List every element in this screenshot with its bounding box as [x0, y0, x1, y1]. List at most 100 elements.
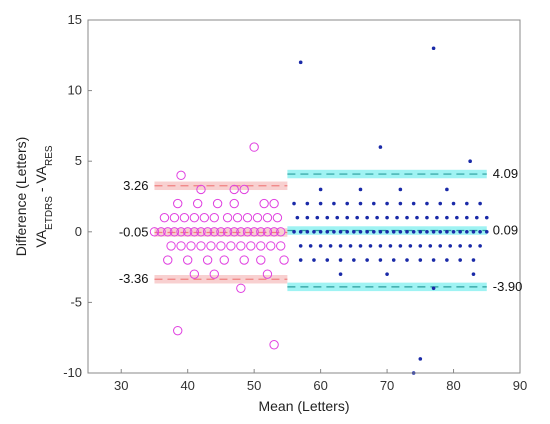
data-point-1-37: [365, 215, 369, 220]
data-point-1-67: [468, 244, 472, 248]
data-point-0-58: [196, 184, 206, 195]
data-point-0-35: [196, 241, 206, 251]
data-point-1-110: [418, 357, 423, 361]
data-point-0-36: [206, 241, 216, 251]
data-point-1-41: [405, 215, 409, 220]
data-point-0-13: [236, 227, 246, 237]
data-point-0-23: [189, 212, 200, 223]
data-point-1-25: [458, 230, 462, 234]
data-point-1-31: [305, 215, 310, 220]
data-point-1-4: [318, 230, 323, 234]
data-point-1-79: [425, 201, 429, 206]
data-point-0-55: [256, 255, 266, 265]
data-point-1-64: [438, 244, 443, 248]
x-tick-label-6: 90: [513, 378, 527, 393]
data-point-1-9: [352, 230, 356, 234]
data-point-1-47: [465, 215, 469, 220]
band-label-2: -3.36: [119, 271, 149, 286]
data-point-1-54: [338, 244, 343, 248]
data-point-0-59: [229, 184, 239, 195]
data-point-0-43: [276, 241, 286, 251]
data-point-1-71: [318, 201, 323, 206]
band-labels: 3.26 -0.05 -3.36 4.09 0.09 -3.90: [119, 166, 523, 294]
data-point-1-90: [378, 258, 383, 262]
data-point-0-27: [232, 212, 243, 223]
data-point-1-6: [332, 230, 336, 234]
data-point-0-16: [256, 227, 266, 237]
data-point-1-91: [391, 258, 396, 262]
data-point-1-68: [478, 244, 482, 248]
data-point-1-26: [465, 230, 469, 234]
data-point-0-29: [252, 212, 263, 223]
data-point-0-0: [149, 227, 160, 237]
band-label-5: -3.90: [493, 279, 523, 294]
band-label-4: 0.09: [493, 223, 518, 238]
y-tick-label-2: 0: [75, 224, 82, 239]
data-point-1-95: [445, 258, 449, 262]
y-tick-label-1: -5: [70, 294, 82, 309]
data-point-0-46: [212, 198, 223, 209]
x-tick-label-4: 70: [380, 378, 394, 393]
data-point-1-93: [418, 258, 423, 262]
band-label-3: 4.09: [493, 166, 518, 181]
data-point-0-63: [209, 269, 219, 279]
data-point-0-20: [159, 212, 170, 223]
y-axis-title-sub1: ETDRS: [44, 196, 55, 230]
data-point-0-25: [209, 212, 219, 223]
limit-band-3: [287, 169, 487, 179]
data-point-1-12: [371, 230, 376, 234]
data-point-1-22: [438, 230, 443, 234]
y-tick-label-5: 15: [68, 12, 82, 27]
data-point-1-103: [385, 272, 389, 276]
data-point-0-53: [219, 255, 229, 265]
data-point-1-102: [338, 272, 343, 276]
data-point-0-65: [236, 283, 246, 293]
data-point-1-75: [371, 201, 376, 206]
y-tick-label-4: 10: [68, 83, 82, 98]
y-axis-title-line2: VAETDRS - VARES: [33, 145, 55, 248]
data-point-0-9: [209, 227, 219, 237]
data-point-1-63: [428, 244, 433, 248]
data-point-1-20: [425, 230, 429, 234]
data-point-0-45: [192, 198, 203, 209]
data-point-1-19: [418, 230, 423, 234]
data-point-0-15: [249, 227, 259, 237]
data-point-1-55: [348, 244, 353, 248]
scatter-points: [149, 46, 489, 375]
data-point-1-44: [435, 215, 439, 220]
data-point-1-33: [325, 215, 330, 220]
data-point-1-59: [388, 244, 393, 248]
data-point-1-66: [458, 244, 462, 248]
data-point-1-5: [325, 230, 330, 234]
data-point-1-87: [338, 258, 343, 262]
data-point-0-34: [186, 241, 196, 251]
data-point-1-40: [395, 215, 399, 220]
data-point-1-16: [398, 230, 403, 234]
data-point-1-11: [365, 230, 369, 234]
x-tick-label-0: 30: [114, 378, 128, 393]
data-point-1-53: [328, 244, 333, 248]
data-point-1-82: [465, 201, 469, 206]
data-point-0-38: [226, 241, 236, 251]
data-point-1-107: [431, 286, 436, 291]
data-point-1-94: [431, 258, 436, 262]
data-point-1-17: [405, 230, 409, 234]
data-point-0-6: [189, 227, 200, 237]
data-point-1-42: [415, 215, 419, 220]
data-point-1-81: [451, 201, 456, 206]
data-point-1-32: [315, 215, 320, 220]
data-point-0-48: [259, 198, 269, 209]
data-point-1-58: [378, 244, 383, 248]
data-point-1-57: [368, 244, 373, 248]
axis-ticks: 30 40 50 60 70 80 90 -10 -5 0 5 10 15: [63, 12, 527, 393]
data-point-0-1: [156, 227, 166, 237]
data-point-1-49: [484, 215, 489, 220]
data-point-1-65: [448, 244, 453, 248]
data-point-1-48: [475, 215, 479, 220]
data-point-1-10: [358, 230, 363, 234]
data-point-1-27: [471, 230, 476, 234]
data-point-1-109: [431, 46, 436, 51]
data-point-0-66: [173, 325, 183, 336]
x-tick-label-2: 50: [247, 378, 261, 393]
